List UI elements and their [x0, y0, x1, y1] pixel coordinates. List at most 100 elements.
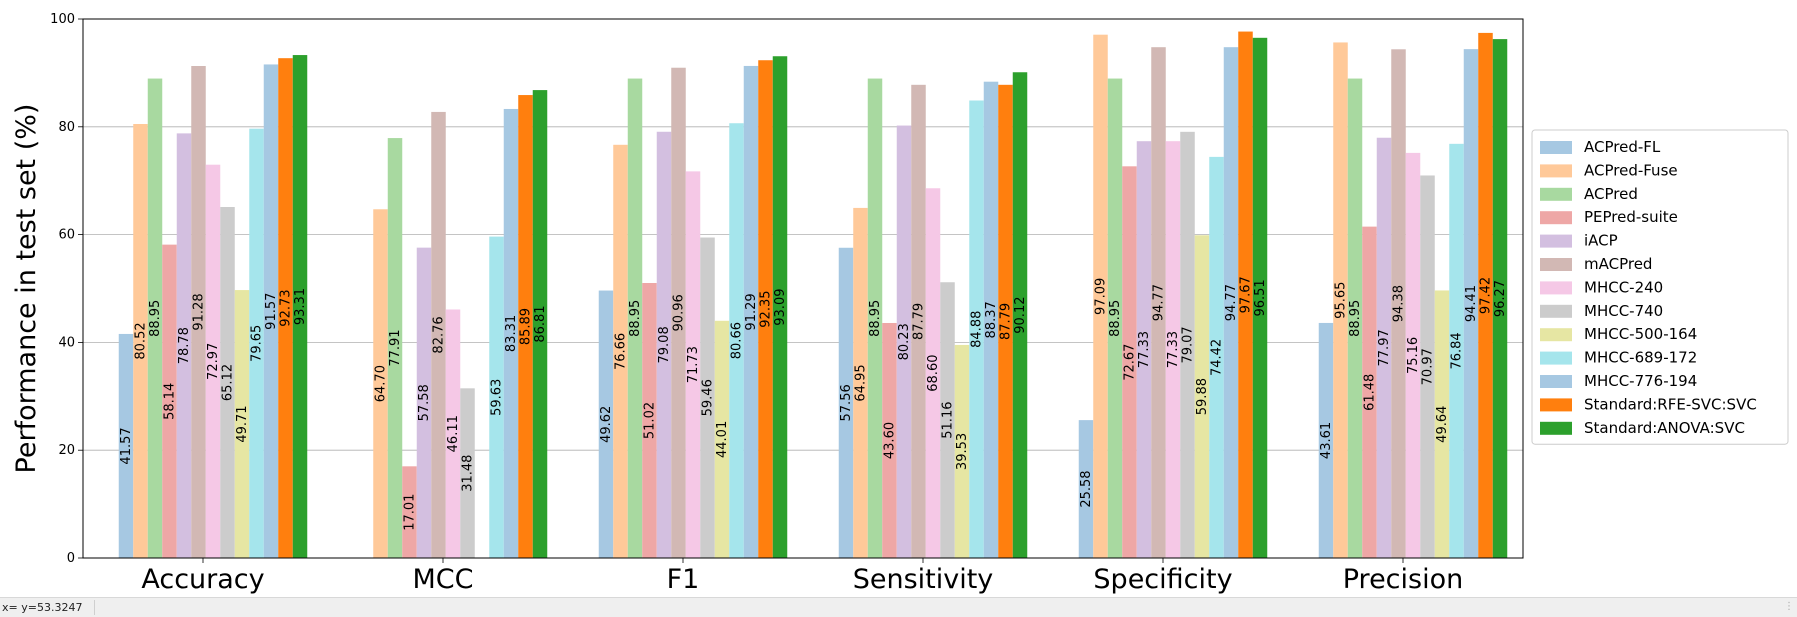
bar: [176, 133, 192, 558]
bar: [729, 123, 744, 558]
bar-data-label: 41.57: [119, 427, 134, 464]
legend-swatch: [1540, 164, 1572, 178]
bar-data-label: 59.63: [490, 379, 505, 416]
bar: [1333, 42, 1348, 559]
bar: [1434, 290, 1450, 558]
bar-data-label: 77.97: [1377, 329, 1392, 366]
legend-swatch: [1540, 258, 1572, 271]
bar-data-label: 88.95: [1108, 300, 1123, 337]
bar: [1347, 78, 1363, 558]
bar-data-label: 58.14: [163, 383, 178, 420]
bar-data-label: 76.84: [1450, 332, 1465, 369]
bar-data-label: 94.77: [1224, 284, 1239, 321]
bar-data-label: 75.16: [1406, 337, 1421, 374]
x-tick-label: Accuracy: [141, 564, 264, 595]
y-tick-label: 60: [58, 228, 75, 243]
bar: [838, 247, 854, 559]
bar-data-label: 96.27: [1493, 280, 1508, 317]
bar-data-label: 68.60: [926, 355, 941, 392]
bar: [1151, 47, 1166, 559]
bar: [147, 78, 163, 558]
bar: [743, 65, 759, 558]
bar: [642, 283, 657, 558]
bar: [1449, 143, 1464, 558]
bar-data-label: 93.09: [773, 289, 788, 326]
bar-data-label: 97.42: [1479, 277, 1494, 314]
bar: [911, 84, 926, 559]
bar-data-label: 88.37: [984, 301, 999, 338]
bar-data-label: 82.76: [432, 316, 447, 353]
bar-data-label: 43.60: [883, 422, 898, 459]
bar-data-label: 86.81: [533, 305, 548, 342]
bar: [220, 207, 235, 558]
bar-data-label: 90.96: [672, 294, 687, 331]
bar: [1078, 420, 1094, 558]
x-tick-label: Precision: [1343, 564, 1463, 595]
bar-data-label: 95.65: [1334, 282, 1349, 319]
bar-data-label: 94.38: [1392, 285, 1407, 322]
y-tick-label: 0: [67, 551, 75, 566]
bar: [1405, 152, 1421, 558]
legend-swatch: [1540, 421, 1572, 435]
bar: [1194, 235, 1210, 558]
bar-data-label: 79.07: [1181, 326, 1196, 363]
bar: [1362, 226, 1377, 558]
bar-data-label: 49.62: [599, 406, 614, 443]
bar: [205, 164, 221, 558]
bar-data-label: 71.73: [686, 346, 701, 383]
bar-data-label: 97.09: [1094, 278, 1109, 315]
bar: [671, 67, 686, 559]
bar: [896, 125, 912, 558]
bar-data-label: 91.28: [192, 293, 207, 330]
bar: [1463, 49, 1479, 559]
resize-grip-icon[interactable]: ⋮: [1784, 601, 1794, 612]
bar: [853, 207, 868, 558]
bar: [373, 209, 388, 558]
bar: [1238, 31, 1253, 558]
bar: [445, 309, 461, 558]
bar-data-label: 77.33: [1166, 331, 1181, 368]
bar: [1252, 37, 1268, 559]
bar-data-label: 79.65: [250, 325, 265, 362]
bar: [1478, 32, 1493, 559]
bar: [1391, 49, 1406, 558]
bar-data-label: 76.66: [614, 333, 629, 370]
bar-data-label: 74.42: [1210, 339, 1225, 376]
bar: [387, 138, 403, 558]
bar: [714, 320, 730, 558]
bar: [278, 58, 293, 558]
bar: [1376, 137, 1392, 558]
y-tick-label: 40: [58, 335, 75, 350]
bar: [1093, 34, 1108, 559]
bar-data-label: 31.48: [461, 455, 476, 492]
cursor-coordinate-readout: x= y=53.3247: [2, 601, 83, 614]
bar-data-label: 85.89: [519, 308, 534, 345]
bar-data-label: 44.01: [715, 421, 730, 458]
bar: [1165, 141, 1181, 559]
bar-data-label: 51.02: [643, 402, 658, 439]
bar: [503, 108, 519, 558]
bar-data-label: 80.66: [730, 322, 745, 359]
legend-swatch: [1540, 281, 1572, 295]
legend-box: [1531, 129, 1789, 445]
bar-chart: 02040608010041.5780.5288.9558.1478.7891.…: [11, 12, 1789, 595]
bar: [613, 144, 628, 558]
bar-data-label: 88.95: [1348, 300, 1363, 337]
bar-data-label: 90.12: [1013, 297, 1028, 334]
bar: [118, 333, 134, 558]
bar-data-label: 46.11: [446, 415, 461, 452]
bar-data-label: 72.67: [1123, 344, 1138, 381]
bar-data-label: 80.23: [897, 323, 912, 360]
bar: [882, 322, 897, 558]
bar: [1136, 141, 1152, 559]
bar: [656, 131, 672, 559]
bar: [292, 55, 308, 558]
x-tick-label: F1: [667, 564, 700, 595]
bar: [1180, 131, 1195, 559]
legend-entry: ACPred: [1584, 185, 1638, 203]
bar: [518, 95, 533, 558]
legend-entry: MHCC-500-164: [1584, 325, 1697, 343]
bar-data-label: 88.95: [148, 300, 163, 337]
status-bar-divider: [94, 600, 95, 615]
x-tick-label: MCC: [412, 564, 473, 595]
